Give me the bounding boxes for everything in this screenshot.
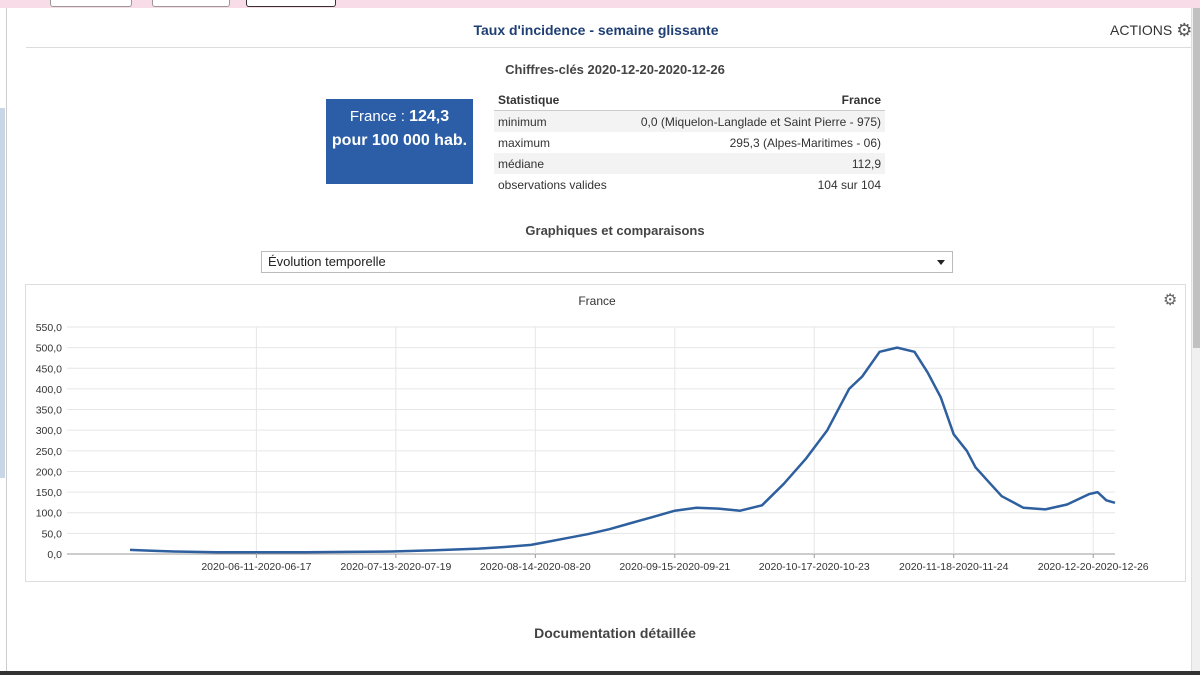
x-tick-label: 2020-12-20-2020-12-26 [1038,561,1149,573]
stat-label: médiane [494,153,620,174]
y-tick-label: 100,0 [36,508,62,520]
stat-value: 104 sur 104 [817,177,881,192]
sidebar-segment [0,108,5,478]
headline-unit: pour 100 000 hab. [331,132,468,149]
stat-label: observations valides [498,177,607,192]
graphs-section-title: Graphiques et comparaisons [525,223,705,238]
headline-value-box: France : 124,3 pour 100 000 hab. [326,99,473,184]
chart-settings-gear-icon[interactable]: ⚙ [1163,292,1178,309]
line-chart: France 0,0 50,0 100,0 150,0 200,0 250,0 300,0 35… [36,294,1149,573]
headline-value: 124,3 [409,108,450,125]
x-tick-label: 2020-09-15-2020-09-21 [619,561,730,573]
headline-prefix: France : [349,108,410,125]
stat-value: 0,0 (Miquelon-Langlade et Saint Pierre -… [619,110,885,132]
stat-value: 112,9 [619,153,885,174]
table-row: minimum 0,0 (Miquelon-Langlade et Saint … [494,110,885,132]
y-tick-label: 550,0 [36,322,62,334]
stat-value: 295,3 (Alpes-Maritimes - 06) [729,135,881,150]
stat-label: maximum [498,135,551,150]
panel-title: Taux d'incidence - semaine glissante [473,22,719,38]
y-tick-label: 500,0 [36,343,62,355]
y-tick-label: 50,0 [42,528,63,540]
table-row: médiane 112,9 [494,153,885,174]
header-zone: France [619,90,885,111]
y-tick-label: 150,0 [36,487,62,499]
x-tick-label: 2020-08-14-2020-08-20 [480,561,591,573]
table-row: observations valides 104 sur 104 [494,174,885,195]
y-tick-label: 250,0 [36,446,62,458]
y-tick-label: 0,0 [47,549,62,561]
actions-label: ACTIONS [1110,22,1173,38]
key-figures-title: Chiffres-clés 2020-12-20-2020-12-26 [505,62,725,77]
actions-button[interactable]: ACTIONS ⚙ [1110,20,1193,40]
chart-container [25,284,1186,582]
x-tick-label: 2020-10-17-2020-10-23 [759,561,870,573]
title-divider [26,47,1191,48]
x-tick-label: 2020-06-11-2020-06-17 [201,561,311,573]
series-line-france [129,346,1116,554]
stat-label: minimum [494,110,620,132]
gear-icon: ⚙ [1176,20,1193,40]
statistics-table: Statistique France minimum 0,0 (Miquelon… [494,90,885,195]
documentation-title: Documentation détaillée [534,625,696,641]
chevron-down-icon [937,260,945,265]
page-top-bar [0,0,1200,8]
chart-type-select[interactable]: Évolution temporelle [261,251,953,273]
scrollbar-thumb[interactable] [1193,8,1200,348]
vertical-scrollbar[interactable] [1191,8,1200,675]
chart-title: France [578,294,616,308]
x-tick-label: 2020-11-18-2020-11-24 [899,561,1009,573]
header-statistic: Statistique [494,90,620,111]
table-row: maximum 295,3 (Alpes-Maritimes - 06) [494,132,885,153]
y-tick-label: 300,0 [36,425,62,437]
y-tick-label: 400,0 [36,384,62,396]
x-tick-label: 2020-07-13-2020-07-19 [340,561,451,573]
top-control[interactable] [50,0,132,7]
top-control[interactable] [246,0,336,7]
table-header-row: Statistique France [494,90,885,111]
select-value: Évolution temporelle [268,254,386,269]
bottom-bar [0,671,1200,675]
y-tick-label: 450,0 [36,363,62,375]
y-tick-label: 200,0 [36,466,62,478]
y-tick-label: 350,0 [36,405,62,417]
left-sidebar-strip [0,8,7,675]
top-control[interactable] [152,0,230,7]
